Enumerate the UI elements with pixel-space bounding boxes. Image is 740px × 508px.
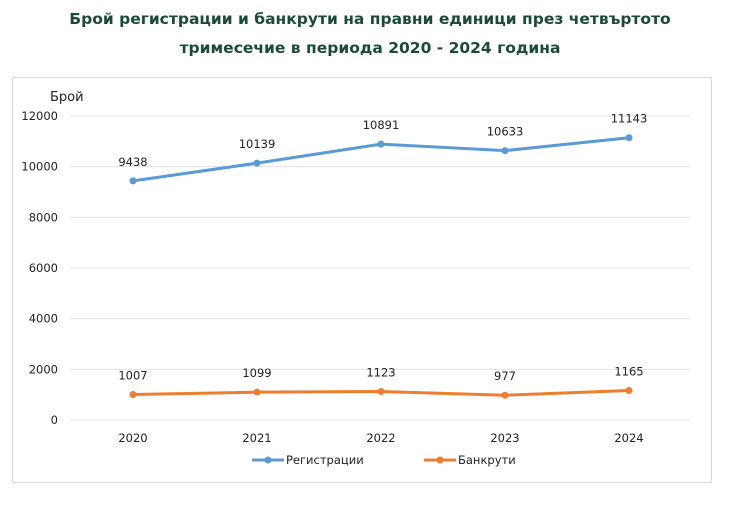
y-tick-label: 8000 <box>29 210 58 224</box>
y-tick-label: 6000 <box>29 261 58 275</box>
y-axis-label: Брой <box>50 90 84 105</box>
y-tick-label: 12000 <box>21 109 58 123</box>
y-tick-label: 4000 <box>29 312 58 326</box>
data-label: 10633 <box>487 125 524 139</box>
data-label: 977 <box>494 369 516 383</box>
chart-title-line2: тримесечие в периода 2020 - 2024 година <box>179 39 561 57</box>
legend-marker <box>436 456 444 464</box>
data-point <box>129 390 137 398</box>
data-label: 1165 <box>614 364 643 378</box>
data-label: 1007 <box>118 368 147 382</box>
data-label: 9438 <box>118 155 147 169</box>
legend-label: Регистрации <box>286 453 364 467</box>
chart-area <box>12 77 712 483</box>
data-label: 10139 <box>239 137 276 151</box>
legend-marker <box>264 456 272 464</box>
x-tick-label: 2023 <box>490 431 519 445</box>
data-point <box>625 134 633 142</box>
y-tick-label: 0 <box>51 413 58 427</box>
data-point <box>625 386 633 394</box>
x-tick-label: 2022 <box>366 431 395 445</box>
y-tick-label: 10000 <box>21 160 58 174</box>
data-point <box>501 391 509 399</box>
data-point <box>501 147 509 155</box>
data-point <box>129 177 137 185</box>
data-point <box>377 388 385 396</box>
chart-title-line1: Брой регистрации и банкрути на правни ед… <box>69 10 671 28</box>
data-point <box>253 159 261 167</box>
y-tick-label: 2000 <box>29 362 58 376</box>
data-point <box>253 388 261 396</box>
x-tick-label: 2020 <box>118 431 147 445</box>
legend-label: Банкрути <box>458 453 516 467</box>
data-point <box>377 140 385 148</box>
data-label: 1123 <box>366 366 395 380</box>
x-tick-label: 2024 <box>614 431 643 445</box>
x-tick-label: 2021 <box>242 431 271 445</box>
data-label: 11143 <box>611 112 648 126</box>
data-label: 10891 <box>363 118 400 132</box>
data-label: 1099 <box>242 366 271 380</box>
